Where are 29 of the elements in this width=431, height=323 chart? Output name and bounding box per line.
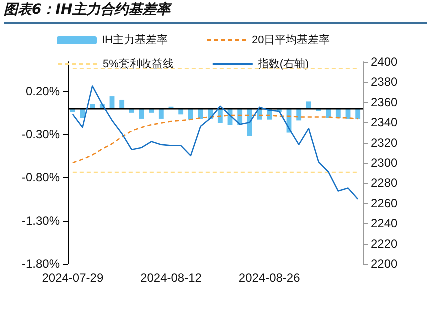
y2-tick-label: 2400: [371, 55, 398, 69]
y2-tick-label: 2260: [371, 196, 398, 210]
line-series: [72, 114, 359, 164]
chart-title: 图表6：IH主力合约基差率: [4, 0, 427, 24]
y2-tick-label: 2200: [371, 257, 398, 271]
y2-tick-label: 2300: [371, 156, 398, 170]
y-tick-label: -0.30%: [22, 128, 60, 142]
bar: [110, 96, 115, 109]
bar: [90, 104, 96, 109]
x-tick-label: 2024-08-26: [238, 271, 301, 285]
y2-tick-label: 2320: [371, 136, 398, 150]
bar: [120, 100, 125, 109]
line-series: [72, 86, 359, 200]
y-tick-label: -1.30%: [22, 214, 60, 228]
x-tick-label: 2024-08-12: [140, 271, 202, 285]
legend-label: IH主力基差率: [102, 34, 168, 46]
y2-tick-label: 2220: [371, 236, 398, 251]
y2-tick-label: 2240: [371, 216, 398, 231]
y2-tick-label: 2280: [371, 176, 398, 190]
bar: [306, 102, 312, 109]
legend-label: 20日平均基差率: [252, 34, 330, 46]
y-tick-label: -0.80%: [22, 170, 60, 185]
y2-tick-label: 2340: [371, 116, 398, 130]
x-tick-label: 2024-07-29: [42, 271, 104, 285]
y2-tick-label: 2360: [371, 95, 398, 110]
legend-label: 5%套利收益线: [103, 58, 174, 70]
y2-tick-label: 2380: [371, 75, 398, 90]
y-tick-label: -1.80%: [22, 257, 60, 271]
y-tick-label: 0.20%: [26, 84, 60, 98]
